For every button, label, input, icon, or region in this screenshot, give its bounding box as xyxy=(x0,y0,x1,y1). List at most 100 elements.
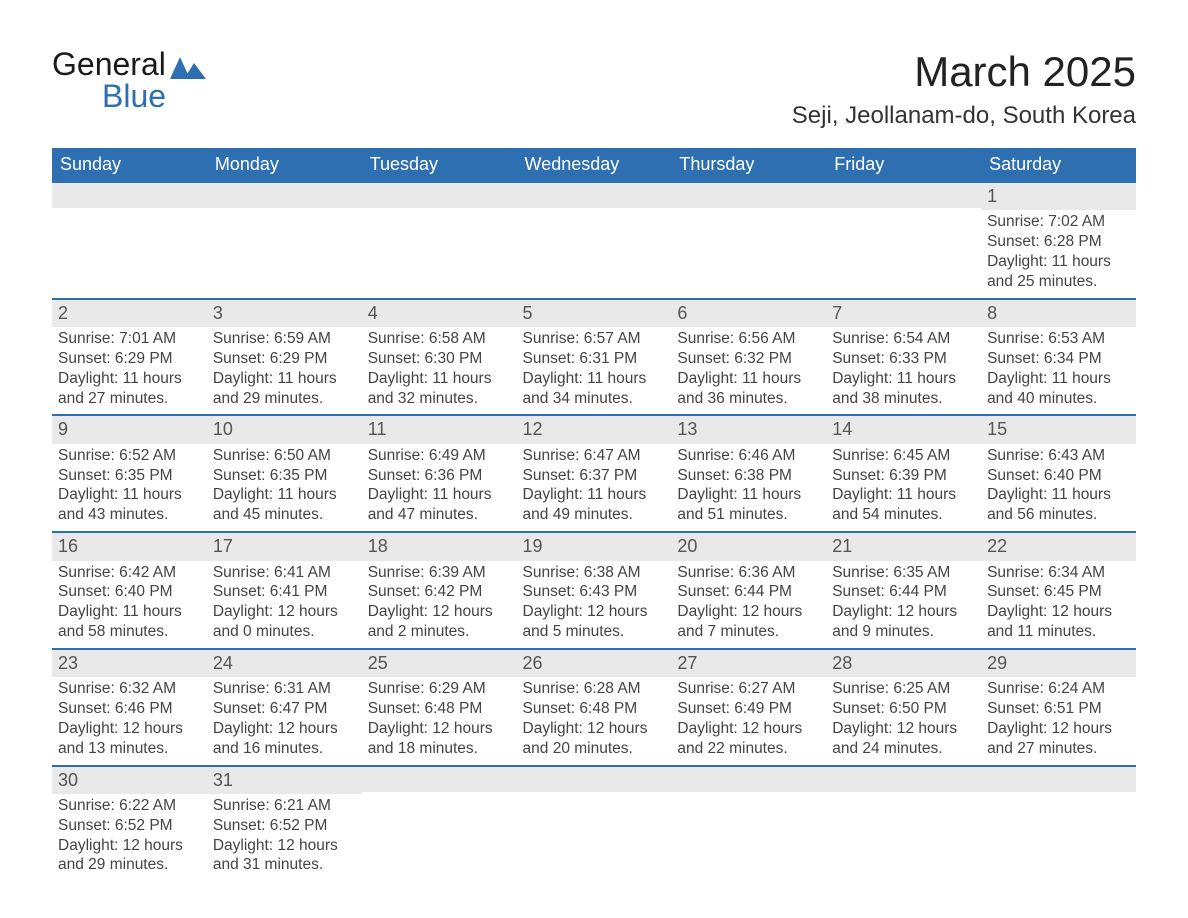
daylight-line1: Daylight: 11 hours xyxy=(213,485,356,505)
daylight-line2: and 49 minutes. xyxy=(523,505,666,525)
sunset-text: Sunset: 6:30 PM xyxy=(368,349,511,369)
sunrise-text: Sunrise: 6:28 AM xyxy=(523,679,666,699)
daylight-line2: and 45 minutes. xyxy=(213,505,356,525)
sunrise-text: Sunrise: 6:45 AM xyxy=(832,446,975,466)
sunrise-text: Sunrise: 6:50 AM xyxy=(213,446,356,466)
daylight-line1: Daylight: 12 hours xyxy=(523,602,666,622)
week-daynum-row: 9101112131415 xyxy=(52,415,1136,443)
sunset-text: Sunset: 6:33 PM xyxy=(832,349,975,369)
sunset-text: Sunset: 6:44 PM xyxy=(832,582,975,602)
day-cell-number xyxy=(517,766,672,794)
day-cell-number: 15 xyxy=(981,415,1136,443)
day-cell-body: Sunrise: 6:59 AMSunset: 6:29 PMDaylight:… xyxy=(207,327,362,415)
sunrise-text: Sunrise: 6:27 AM xyxy=(677,679,820,699)
daylight-line1: Daylight: 11 hours xyxy=(987,369,1130,389)
daylight-line1: Daylight: 12 hours xyxy=(58,836,201,856)
sunset-text: Sunset: 6:35 PM xyxy=(213,466,356,486)
daylight-line2: and 47 minutes. xyxy=(368,505,511,525)
sunrise-text: Sunrise: 6:21 AM xyxy=(213,796,356,816)
day-cell-body: Sunrise: 6:21 AMSunset: 6:52 PMDaylight:… xyxy=(207,794,362,881)
day-cell-body: Sunrise: 6:25 AMSunset: 6:50 PMDaylight:… xyxy=(826,677,981,765)
sunrise-text: Sunrise: 6:39 AM xyxy=(368,563,511,583)
daylight-line2: and 0 minutes. xyxy=(213,622,356,642)
sunset-text: Sunset: 6:45 PM xyxy=(987,582,1130,602)
daylight-line2: and 20 minutes. xyxy=(523,739,666,759)
sunrise-text: Sunrise: 7:02 AM xyxy=(987,212,1130,232)
day-cell-body: Sunrise: 7:02 AMSunset: 6:28 PMDaylight:… xyxy=(981,210,1136,298)
daylight-line2: and 36 minutes. xyxy=(677,389,820,409)
day-cell-number: 17 xyxy=(207,532,362,560)
day-cell-number: 23 xyxy=(52,649,207,677)
day-cell-number: 2 xyxy=(52,299,207,327)
day-cell-number: 6 xyxy=(671,299,826,327)
daylight-line1: Daylight: 11 hours xyxy=(677,485,820,505)
logo-text-blue: Blue xyxy=(102,80,206,112)
daylight-line2: and 27 minutes. xyxy=(58,389,201,409)
day-cell-number xyxy=(671,766,826,794)
sunrise-text: Sunrise: 6:38 AM xyxy=(523,563,666,583)
day-header: Friday xyxy=(826,148,981,182)
sunset-text: Sunset: 6:51 PM xyxy=(987,699,1130,719)
sunset-text: Sunset: 6:38 PM xyxy=(677,466,820,486)
sunset-text: Sunset: 6:28 PM xyxy=(987,232,1130,252)
day-cell-body: Sunrise: 6:42 AMSunset: 6:40 PMDaylight:… xyxy=(52,561,207,649)
day-cell-body: Sunrise: 6:50 AMSunset: 6:35 PMDaylight:… xyxy=(207,444,362,532)
daylight-line2: and 25 minutes. xyxy=(987,272,1130,292)
daylight-line2: and 13 minutes. xyxy=(58,739,201,759)
sunset-text: Sunset: 6:52 PM xyxy=(213,816,356,836)
day-cell-number: 30 xyxy=(52,766,207,794)
location-subtitle: Seji, Jeollanam-do, South Korea xyxy=(792,102,1136,130)
daylight-line1: Daylight: 11 hours xyxy=(987,252,1130,272)
sunrise-text: Sunrise: 6:31 AM xyxy=(213,679,356,699)
day-cell-number xyxy=(362,766,517,794)
week-body-row: Sunrise: 7:02 AMSunset: 6:28 PMDaylight:… xyxy=(52,210,1136,298)
day-cell-number: 25 xyxy=(362,649,517,677)
daylight-line1: Daylight: 12 hours xyxy=(58,719,201,739)
day-cell-body: Sunrise: 6:35 AMSunset: 6:44 PMDaylight:… xyxy=(826,561,981,649)
week-daynum-row: 16171819202122 xyxy=(52,532,1136,560)
day-cell-body: Sunrise: 6:32 AMSunset: 6:46 PMDaylight:… xyxy=(52,677,207,765)
day-cell-body: Sunrise: 6:47 AMSunset: 6:37 PMDaylight:… xyxy=(517,444,672,532)
daylight-line1: Daylight: 11 hours xyxy=(368,485,511,505)
day-cell-body: Sunrise: 6:43 AMSunset: 6:40 PMDaylight:… xyxy=(981,444,1136,532)
daylight-line2: and 34 minutes. xyxy=(523,389,666,409)
daylight-line1: Daylight: 11 hours xyxy=(523,369,666,389)
week-body-row: Sunrise: 7:01 AMSunset: 6:29 PMDaylight:… xyxy=(52,327,1136,415)
week-daynum-row: 3031 xyxy=(52,766,1136,794)
logo: General Blue xyxy=(52,48,206,112)
day-cell-number: 5 xyxy=(517,299,672,327)
sunrise-text: Sunrise: 6:54 AM xyxy=(832,329,975,349)
day-cell-number: 22 xyxy=(981,532,1136,560)
day-cell-number: 11 xyxy=(362,415,517,443)
day-cell-body: Sunrise: 6:58 AMSunset: 6:30 PMDaylight:… xyxy=(362,327,517,415)
day-cell-body xyxy=(517,210,672,298)
logo-flag-icon xyxy=(170,57,206,84)
sunrise-text: Sunrise: 6:57 AM xyxy=(523,329,666,349)
sunset-text: Sunset: 6:49 PM xyxy=(677,699,820,719)
day-cell-number: 12 xyxy=(517,415,672,443)
day-cell-body: Sunrise: 6:27 AMSunset: 6:49 PMDaylight:… xyxy=(671,677,826,765)
daylight-line2: and 51 minutes. xyxy=(677,505,820,525)
daylight-line1: Daylight: 11 hours xyxy=(58,485,201,505)
sunset-text: Sunset: 6:39 PM xyxy=(832,466,975,486)
day-cell-number xyxy=(826,182,981,210)
day-cell-number: 8 xyxy=(981,299,1136,327)
sunset-text: Sunset: 6:44 PM xyxy=(677,582,820,602)
daylight-line1: Daylight: 11 hours xyxy=(213,369,356,389)
day-cell-number: 13 xyxy=(671,415,826,443)
day-cell-body: Sunrise: 6:29 AMSunset: 6:48 PMDaylight:… xyxy=(362,677,517,765)
sunset-text: Sunset: 6:48 PM xyxy=(368,699,511,719)
sunset-text: Sunset: 6:46 PM xyxy=(58,699,201,719)
sunset-text: Sunset: 6:36 PM xyxy=(368,466,511,486)
sunset-text: Sunset: 6:34 PM xyxy=(987,349,1130,369)
day-cell-number xyxy=(52,182,207,210)
sunrise-text: Sunrise: 6:58 AM xyxy=(368,329,511,349)
sunset-text: Sunset: 6:29 PM xyxy=(213,349,356,369)
sunset-text: Sunset: 6:50 PM xyxy=(832,699,975,719)
day-header: Thursday xyxy=(671,148,826,182)
daylight-line2: and 9 minutes. xyxy=(832,622,975,642)
day-cell-body xyxy=(362,210,517,298)
day-cell-body: Sunrise: 6:24 AMSunset: 6:51 PMDaylight:… xyxy=(981,677,1136,765)
week-daynum-row: 2345678 xyxy=(52,299,1136,327)
daylight-line2: and 2 minutes. xyxy=(368,622,511,642)
